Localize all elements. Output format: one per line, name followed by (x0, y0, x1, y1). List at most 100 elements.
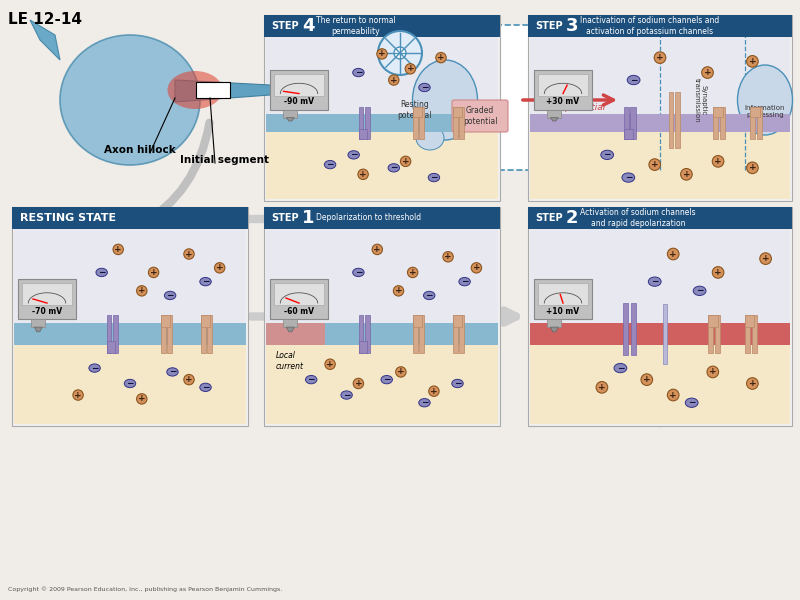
Text: STEP: STEP (535, 21, 562, 31)
Circle shape (405, 64, 415, 74)
Text: −: − (91, 364, 98, 373)
Bar (22, 283, 72, 305)
Circle shape (137, 286, 147, 296)
Text: +: + (409, 268, 417, 277)
Bar (266, 345, 498, 424)
Bar (714, 107, 722, 116)
Bar (266, 113, 498, 132)
Circle shape (746, 377, 758, 389)
Text: +: + (430, 386, 438, 395)
Ellipse shape (614, 364, 626, 373)
Ellipse shape (418, 83, 430, 92)
Bar (202, 316, 210, 326)
Bar (419, 316, 424, 353)
Bar (758, 107, 762, 139)
Circle shape (389, 75, 399, 85)
Bar (528, 207, 792, 426)
Ellipse shape (324, 160, 336, 169)
Text: −: − (688, 398, 695, 407)
Text: −: − (98, 268, 106, 277)
Ellipse shape (413, 60, 478, 140)
Text: STEP: STEP (271, 213, 298, 223)
Bar (270, 70, 328, 110)
Bar (454, 316, 462, 326)
Text: −: − (343, 391, 350, 400)
Text: −: − (354, 68, 362, 77)
Bar (283, 110, 298, 118)
Circle shape (702, 67, 714, 79)
Text: +: + (354, 379, 362, 388)
Bar (12, 207, 248, 229)
Text: −: − (166, 291, 174, 300)
Text: +: + (185, 250, 193, 259)
Circle shape (746, 162, 758, 173)
Bar (669, 92, 674, 148)
Circle shape (378, 31, 422, 75)
Circle shape (436, 52, 446, 63)
Bar (534, 279, 592, 319)
Bar (528, 15, 792, 201)
Text: −: − (461, 277, 468, 286)
Text: STEP: STEP (535, 213, 562, 223)
Bar (623, 303, 628, 355)
Text: 4: 4 (302, 17, 314, 35)
Text: −: − (354, 268, 362, 277)
Bar (538, 74, 588, 95)
Text: +: + (114, 245, 122, 254)
Text: −: − (383, 375, 390, 384)
Bar (413, 316, 422, 326)
Text: 1: 1 (302, 209, 314, 227)
Bar (14, 229, 246, 323)
Ellipse shape (428, 173, 440, 182)
Bar (631, 303, 636, 355)
Text: +10 mV: +10 mV (546, 307, 579, 316)
Circle shape (746, 56, 758, 67)
Text: +: + (704, 68, 711, 77)
Bar (167, 316, 172, 353)
Bar (708, 316, 718, 326)
Bar (459, 107, 464, 139)
Ellipse shape (388, 164, 399, 172)
Text: Inactivation of sodium channels and
activation of potassium channels: Inactivation of sodium channels and acti… (580, 16, 719, 36)
Ellipse shape (601, 150, 614, 160)
Text: +: + (402, 157, 410, 166)
Bar (274, 283, 324, 305)
Circle shape (681, 169, 692, 180)
Circle shape (325, 359, 335, 370)
Text: +: + (643, 375, 650, 384)
Polygon shape (550, 327, 558, 332)
Text: Action potential: Action potential (534, 103, 606, 112)
Text: +: + (216, 263, 223, 272)
Bar (283, 319, 298, 327)
Bar (538, 283, 588, 305)
Text: −: − (651, 277, 658, 286)
Ellipse shape (353, 268, 364, 277)
Bar (624, 129, 633, 139)
Text: +: + (670, 250, 677, 259)
Bar (419, 107, 424, 139)
Circle shape (149, 267, 158, 278)
Circle shape (443, 251, 454, 262)
Bar (359, 129, 367, 139)
Bar (745, 316, 750, 353)
Text: +: + (749, 379, 756, 388)
Bar (530, 323, 790, 345)
Circle shape (113, 244, 123, 254)
Ellipse shape (423, 291, 435, 299)
Text: −: − (421, 83, 428, 92)
Bar (413, 316, 418, 353)
Text: +: + (185, 375, 193, 384)
Text: −: − (630, 76, 638, 85)
Text: +: + (74, 391, 82, 400)
Ellipse shape (381, 376, 393, 384)
Text: +: + (598, 383, 606, 392)
Bar (720, 107, 726, 139)
Text: −: − (390, 163, 398, 172)
Bar (534, 70, 592, 110)
Circle shape (358, 169, 368, 179)
Text: -90 mV: -90 mV (284, 97, 314, 106)
Text: +: + (714, 157, 722, 166)
Bar (714, 107, 718, 139)
Bar (530, 113, 790, 132)
Ellipse shape (341, 391, 352, 399)
